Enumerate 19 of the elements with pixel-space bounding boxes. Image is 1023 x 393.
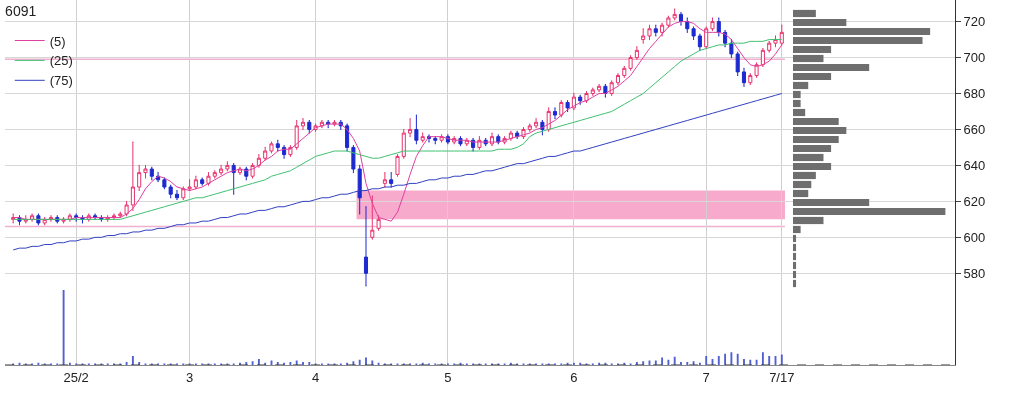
y-tick-label: 680 xyxy=(963,86,986,102)
y-tick-label: 660 xyxy=(963,122,986,138)
y-tick-label: 720 xyxy=(963,14,986,30)
x-tick-label: 4 xyxy=(311,369,320,385)
legend-label: (75) xyxy=(49,73,73,89)
chart-title: 6091 xyxy=(5,2,37,19)
y-tick-label: 700 xyxy=(963,50,986,66)
x-tick-label: 25/2 xyxy=(63,369,89,385)
y-tick-label: 580 xyxy=(963,265,986,281)
legend-label: (5) xyxy=(49,33,66,49)
x-tick-label: 3 xyxy=(185,369,194,385)
y-tick-label: 620 xyxy=(963,193,986,209)
x-tick-label: 6 xyxy=(570,369,578,385)
x-tick-label: 7 xyxy=(702,369,710,385)
y-tick-label: 600 xyxy=(963,229,986,245)
y-tick-label: 640 xyxy=(963,157,986,173)
legend-label: (25) xyxy=(49,53,73,69)
x-tick-label: 5 xyxy=(444,369,452,385)
x-tick-label: 7/17 xyxy=(769,369,795,385)
